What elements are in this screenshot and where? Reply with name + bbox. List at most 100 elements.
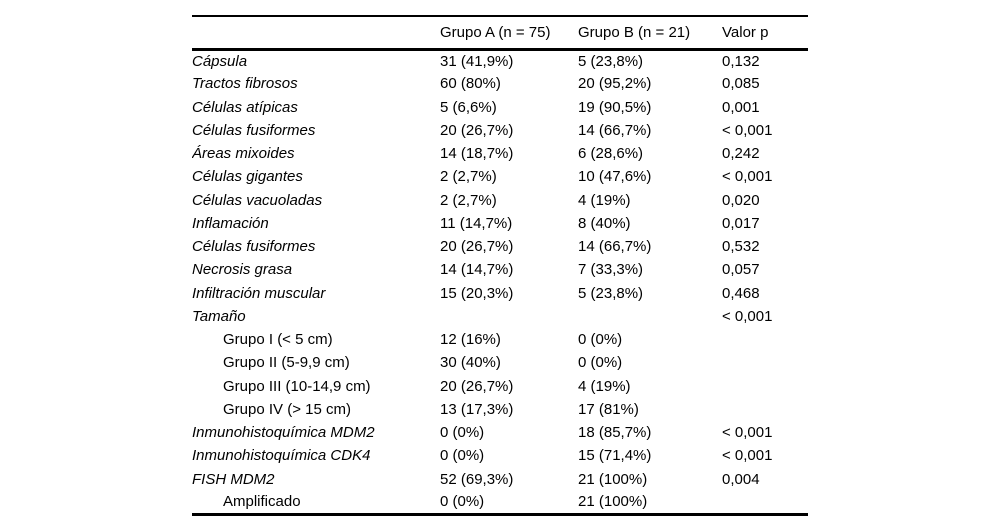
cell-valor-p: 0,001 — [722, 98, 760, 116]
row-label: FISH MDM2 — [192, 470, 275, 488]
stats-table: Grupo A (n = 75) Grupo B (n = 21) Valor … — [192, 15, 808, 516]
cell-valor-p: < 0,001 — [722, 307, 773, 325]
cell-grupo-a: 15 (20,3%) — [440, 284, 514, 302]
cell-grupo-b: 0 (0%) — [578, 331, 623, 349]
table-row: Células gigantes 2 (2,7%) 10 (47,6%) < 0,00… — [192, 165, 808, 188]
cell-grupo-a: 12 (16%) — [440, 331, 501, 349]
cell-grupo-a: 30 (40%) — [440, 354, 501, 372]
cell-grupo-a: 60 (80%) — [440, 75, 501, 93]
table-row: Tractos fibrosos 60 (80%) 20 (95,2%) 0,085 — [192, 72, 808, 95]
cell-grupo-a: 20 (26,7%) — [440, 238, 514, 256]
row-label: Tractos fibrosos — [192, 75, 298, 93]
cell-valor-p: 0,004 — [722, 470, 760, 488]
cell-valor-p: < 0,001 — [722, 424, 773, 442]
cell-grupo-a: 0 (0%) — [440, 424, 485, 442]
table-row: Células fusiformes 20 (26,7%) 14 (66,7%) < … — [192, 119, 808, 142]
cell-valor-p — [722, 398, 808, 421]
cell-grupo-b: 7 (33,3%) — [578, 261, 644, 279]
table-row: Tamaño < 0,001 — [192, 305, 808, 328]
cell-grupo-a: 31 (41,9%) — [440, 52, 514, 70]
row-label: Células gigantes — [192, 168, 303, 186]
header-grupo-b: Grupo B (n = 21) — [578, 23, 691, 41]
table-row: Necrosis grasa 14 (14,7%) 7 (33,3%) 0,057 — [192, 258, 808, 281]
cell-valor-p: < 0,001 — [722, 447, 773, 465]
row-label: Inmunohistoquímica MDM2 — [192, 424, 375, 442]
header-empty — [192, 16, 440, 49]
table-body: Cápsula 31 (41,9%) 5 (23,8%) 0,132 Tractos f… — [192, 49, 808, 514]
table-row: Inmunohistoquímica CDK4 0 (0%) 15 (71,4%) <… — [192, 444, 808, 467]
cell-grupo-b: 10 (47,6%) — [578, 168, 652, 186]
cell-grupo-b: 4 (19%) — [578, 191, 631, 209]
header-grupo-a: Grupo A (n = 75) — [440, 23, 551, 41]
header-valor-p: Valor p — [722, 23, 769, 41]
cell-grupo-b: 14 (66,7%) — [578, 238, 652, 256]
table-row: Grupo II (5-9,9 cm) 30 (40%) 0 (0%) — [192, 351, 808, 374]
row-label: Células fusiformes — [192, 238, 316, 256]
cell-grupo-b: 15 (71,4%) — [578, 447, 652, 465]
table-row: Inmunohistoquímica MDM2 0 (0%) 18 (85,7%) <… — [192, 421, 808, 444]
cell-grupo-b: 19 (90,5%) — [578, 98, 652, 116]
table-row: Amplificado 0 (0%) 21 (100%) — [192, 491, 808, 514]
cell-grupo-a: 0 (0%) — [440, 493, 485, 511]
cell-valor-p: 0,085 — [722, 75, 760, 93]
cell-valor-p — [722, 328, 808, 351]
cell-valor-p — [722, 351, 808, 374]
row-label: Células atípicas — [192, 98, 298, 116]
table-container: Grupo A (n = 75) Grupo B (n = 21) Valor … — [192, 15, 808, 516]
row-label: Necrosis grasa — [192, 261, 293, 279]
cell-grupo-b: 21 (100%) — [578, 493, 648, 511]
table-row: FISH MDM2 52 (69,3%) 21 (100%) 0,004 — [192, 468, 808, 491]
cell-grupo-b: 14 (66,7%) — [578, 121, 652, 139]
table-row: Infiltración muscular 15 (20,3%) 5 (23,8%)… — [192, 282, 808, 305]
cell-valor-p: < 0,001 — [722, 121, 773, 139]
row-label: Células vacuoladas — [192, 191, 323, 209]
cell-grupo-b: 6 (28,6%) — [578, 145, 644, 163]
row-label: Infiltración muscular — [192, 284, 326, 302]
table-row: Inflamación 11 (14,7%) 8 (40%) 0,017 — [192, 212, 808, 235]
cell-valor-p: 0,468 — [722, 284, 760, 302]
cell-grupo-b: 0 (0%) — [578, 354, 623, 372]
cell-grupo-a — [440, 305, 578, 328]
cell-valor-p: < 0,001 — [722, 168, 773, 186]
cell-grupo-a: 0 (0%) — [440, 447, 485, 465]
table-row: Grupo III (10-14,9 cm) 20 (26,7%) 4 (19%) — [192, 375, 808, 398]
cell-valor-p — [722, 491, 808, 514]
cell-grupo-b: 18 (85,7%) — [578, 424, 652, 442]
row-label: Células fusiformes — [192, 121, 316, 139]
cell-grupo-a: 20 (26,7%) — [440, 121, 514, 139]
cell-grupo-a: 13 (17,3%) — [440, 400, 514, 418]
cell-grupo-a: 2 (2,7%) — [440, 191, 497, 209]
row-label: Grupo III (10-14,9 cm) — [223, 377, 371, 395]
cell-grupo-b: 4 (19%) — [578, 377, 631, 395]
cell-grupo-b: 21 (100%) — [578, 470, 648, 488]
cell-grupo-a: 2 (2,7%) — [440, 168, 497, 186]
row-label: Grupo IV (> 15 cm) — [223, 400, 351, 418]
row-label: Grupo II (5-9,9 cm) — [223, 354, 350, 372]
row-label: Grupo I (< 5 cm) — [223, 331, 333, 349]
cell-grupo-a: 5 (6,6%) — [440, 98, 497, 116]
row-label: Cápsula — [192, 52, 248, 70]
cell-grupo-a: 52 (69,3%) — [440, 470, 514, 488]
table-row: Células atípicas 5 (6,6%) 19 (90,5%) 0,001 — [192, 96, 808, 119]
cell-valor-p: 0,532 — [722, 238, 760, 256]
cell-valor-p — [722, 375, 808, 398]
cell-valor-p: 0,242 — [722, 145, 760, 163]
row-label: Áreas mixoides — [192, 145, 295, 163]
row-label: Inmunohistoquímica CDK4 — [192, 447, 371, 465]
table-row: Células fusiformes 20 (26,7%) 14 (66,7%) 0,… — [192, 235, 808, 258]
row-label: Amplificado — [223, 493, 301, 511]
cell-grupo-a: 20 (26,7%) — [440, 377, 514, 395]
cell-grupo-b: 17 (81%) — [578, 400, 639, 418]
cell-grupo-a: 14 (14,7%) — [440, 261, 514, 279]
table-row: Grupo I (< 5 cm) 12 (16%) 0 (0%) — [192, 328, 808, 351]
cell-valor-p: 0,020 — [722, 191, 760, 209]
row-label: Inflamación — [192, 214, 269, 232]
header-row: Grupo A (n = 75) Grupo B (n = 21) Valor … — [192, 16, 808, 49]
cell-grupo-b: 5 (23,8%) — [578, 52, 644, 70]
cell-valor-p: 0,017 — [722, 214, 760, 232]
cell-grupo-b: 20 (95,2%) — [578, 75, 652, 93]
cell-valor-p: 0,132 — [722, 52, 760, 70]
row-label: Tamaño — [192, 307, 246, 325]
cell-grupo-a: 11 (14,7%) — [440, 214, 513, 232]
table-row: Áreas mixoides 14 (18,7%) 6 (28,6%) 0,242 — [192, 142, 808, 165]
